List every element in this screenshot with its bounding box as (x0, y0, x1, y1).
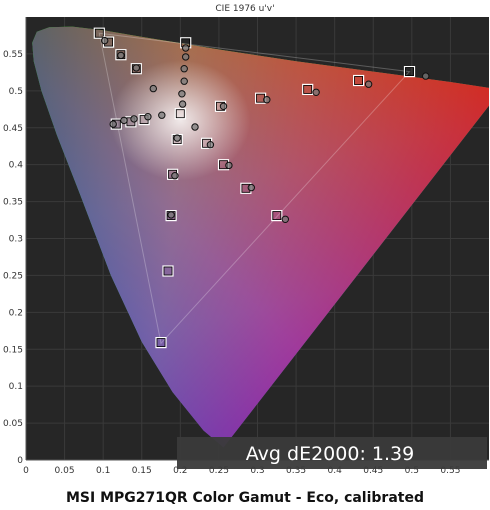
measured-circle-marker (312, 88, 320, 97)
measured-circle-marker (422, 72, 430, 80)
x-tick-label: 0 (23, 466, 29, 476)
measured-circle-marker (109, 120, 117, 128)
measured-circle-marker (247, 183, 256, 192)
measured-circle-marker (178, 90, 186, 98)
measured-circle-marker (130, 115, 138, 123)
measured-circle-marker (173, 134, 181, 142)
target-square-marker (302, 83, 314, 96)
y-tick-label: 0.2 (9, 308, 23, 318)
chart-caption: MSI MPG271QR Color Gamut - Eco, calibrat… (66, 490, 424, 506)
measured-circle-marker (171, 172, 179, 180)
measured-circle-marker (206, 141, 215, 149)
measured-circle-marker (144, 113, 152, 121)
measured-circle-marker (120, 116, 128, 125)
y-tick-label: 0.4 (9, 161, 24, 171)
y-tick-label: 0.45 (3, 124, 23, 134)
target-square-marker (162, 265, 174, 277)
target-square-marker (353, 74, 365, 87)
target-square-marker (93, 27, 105, 39)
measured-circle-marker (219, 102, 228, 111)
x-tick-label: 0.45 (363, 466, 383, 476)
measured-circle-marker (132, 64, 141, 72)
score-box (177, 437, 487, 469)
target-square-marker (155, 337, 167, 349)
chart-title: CIE 1976 u'v' (215, 4, 274, 14)
target-square-marker-inner (405, 67, 414, 76)
target-square-marker (271, 210, 283, 222)
target-square-marker (165, 210, 177, 222)
chart-svg: 0 0.05 0.1 0.15 0.2 0.25 0.3 0.35 0.4 0.45 0.5 0.55… (3, 4, 489, 476)
gamut-triangle (98, 32, 411, 345)
x-tick-label: 0.5 (405, 466, 419, 476)
y-tick-label: 0.25 (3, 271, 23, 281)
y-tick-label: 0.1 (9, 382, 23, 392)
measured-circle-marker (281, 215, 289, 224)
measured-circle-marker (182, 53, 190, 61)
measured-circle-marker (101, 36, 109, 45)
measured-circle-marker (117, 51, 125, 60)
measurement-markers (93, 27, 430, 349)
target-square-marker-inner (175, 109, 185, 119)
target-square-marker-inner (272, 211, 282, 221)
target-square-marker-inner (303, 85, 313, 94)
measured-circle-marker (182, 44, 190, 52)
x-tick-label: 0.05 (55, 466, 75, 476)
target-square-marker (403, 65, 416, 78)
target-square-marker (174, 108, 186, 120)
x-tick-label: 0.15 (132, 466, 152, 476)
measured-circle-marker (191, 123, 199, 131)
y-tick-label: 0.3 (9, 235, 23, 245)
spectral-locus (32, 26, 489, 448)
target-square-marker-inner (156, 338, 166, 348)
x-tick-label: 0.55 (440, 466, 460, 476)
measured-circle-marker (364, 80, 373, 88)
y-tick-label: 0.05 (3, 419, 23, 429)
white-point-glow (110, 60, 251, 181)
y-tick-label: 0.55 (3, 50, 23, 60)
measured-circle-marker (158, 111, 166, 119)
x-tick-label: 0.3 (250, 466, 264, 476)
measured-circle-marker (180, 77, 188, 85)
target-square-marker-inner (94, 28, 104, 38)
y-tick-label: 0 (17, 456, 23, 466)
y-tick-label: 0.35 (3, 198, 23, 208)
x-tick-label: 0.4 (328, 466, 343, 476)
measured-circle-marker (178, 100, 187, 108)
x-tick-label: 0.1 (96, 466, 110, 476)
x-tick-label: 0.2 (173, 466, 187, 476)
axes: 0 0.05 0.1 0.15 0.2 0.25 0.3 0.35 0.4 0.45 0.5 0.55… (3, 17, 489, 476)
measured-circle-marker (149, 84, 158, 93)
measured-circle-marker (225, 161, 233, 170)
target-square-marker (130, 63, 142, 75)
measured-circle-marker (263, 96, 271, 104)
x-tick-label: 0.35 (286, 466, 306, 476)
y-tick-label: 0.5 (9, 87, 23, 97)
gamut-outline (98, 32, 411, 345)
measured-circle-marker (180, 65, 188, 73)
score-label: Avg dE2000: 1.39 (246, 443, 414, 465)
measured-circle-marker (167, 211, 175, 219)
target-square-marker-inner (354, 76, 364, 85)
y-tick-label: 0.15 (3, 345, 23, 355)
target-square-marker (115, 49, 127, 61)
x-tick-label: 0.25 (209, 466, 229, 476)
target-square-marker-inner (163, 266, 173, 276)
